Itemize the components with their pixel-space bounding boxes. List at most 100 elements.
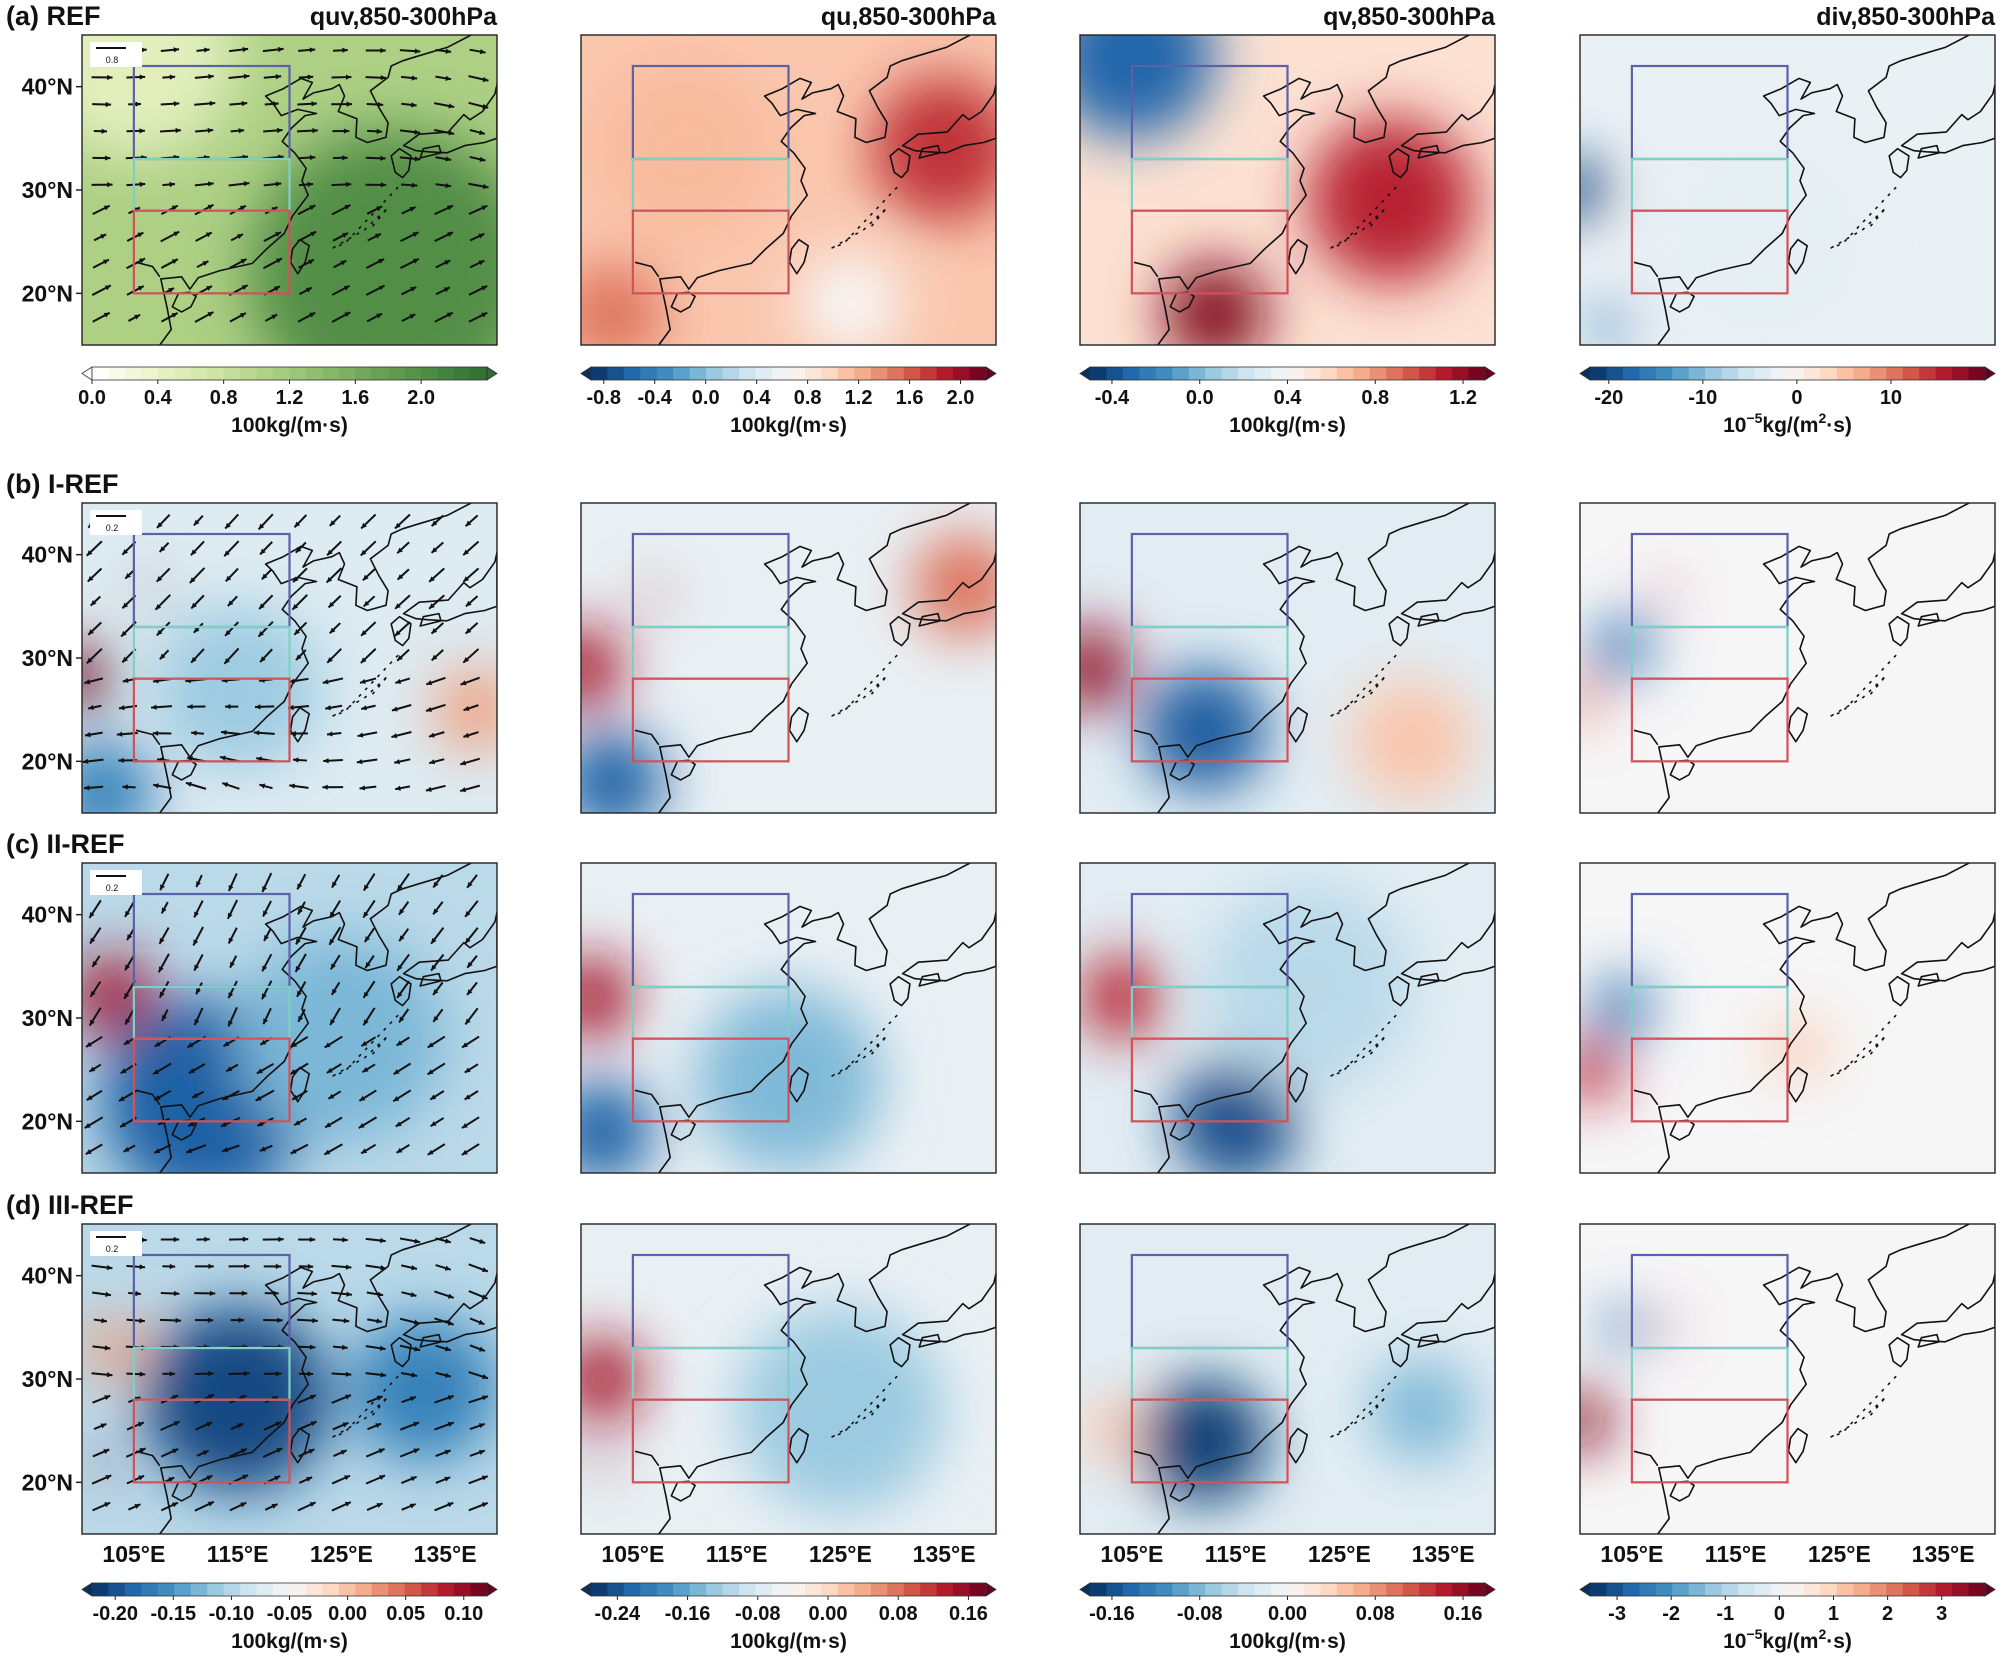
vector-key-label: 0.2 [106, 883, 119, 893]
vector-head [228, 937, 234, 944]
field-anomaly [1590, 976, 1653, 1039]
colorbar-label: 100kg/(m·s) [231, 414, 348, 437]
vector-head [240, 1395, 247, 1401]
vector-head [361, 705, 367, 711]
vector-head [244, 1370, 250, 1377]
colorbar-segment [1090, 1583, 1107, 1596]
colorbar-segment [1754, 367, 1772, 380]
colorbar-segment [223, 367, 241, 380]
vector-head [122, 602, 129, 609]
lon-tick-label: 105°E [1100, 1541, 1163, 1567]
colorbar-segment [1853, 367, 1871, 380]
vector-head [380, 1265, 387, 1271]
colorbar-tick-label: 2 [1882, 1603, 1893, 1625]
colorbar-segment [903, 1583, 921, 1596]
vector-head [345, 1371, 352, 1377]
colorbar-segment [404, 367, 422, 380]
vector-head [207, 1501, 214, 1507]
vector-head [243, 181, 250, 187]
vector-head [309, 1344, 316, 1350]
vector-head [171, 205, 178, 211]
vector-head [256, 1068, 263, 1074]
field-anomaly [82, 647, 114, 710]
vector-head [365, 962, 371, 968]
vector-head [427, 1069, 434, 1075]
vector-head [411, 75, 418, 81]
vector-head [138, 1475, 145, 1481]
vector-head [396, 1040, 403, 1046]
vector-head [160, 884, 165, 891]
lat-tick-label: 30°N [22, 645, 73, 671]
field-anomaly [1142, 1379, 1267, 1503]
field-anomaly [82, 740, 155, 813]
column-title: qu,850-300hPa [821, 3, 997, 31]
vector-head [346, 101, 353, 107]
vector-head [206, 285, 213, 291]
colorbar-segment [1886, 367, 1904, 380]
vector-key-label: 0.2 [106, 1244, 119, 1254]
colorbar-segment [739, 367, 757, 380]
vector-head [173, 231, 180, 237]
colorbar-segment [607, 367, 625, 380]
vector-head [296, 938, 301, 945]
colorbar-tick-label: 1.6 [341, 387, 369, 409]
lat-tick-label: 40°N [22, 1263, 73, 1289]
colorbar-segment [1369, 1583, 1387, 1596]
vector-head [139, 1318, 145, 1324]
colorbar-tick-label: 1.2 [1449, 387, 1477, 409]
vector-head [255, 1095, 262, 1101]
colorbar-tick-label: -10 [1688, 387, 1717, 409]
lon-tick-label: 115°E [706, 1541, 768, 1567]
colorbar-tick-label: 1 [1828, 1603, 1839, 1625]
vector-head [328, 1093, 335, 1099]
vector-head [106, 1372, 113, 1378]
vector-head [208, 1394, 215, 1400]
vector-head [378, 258, 385, 264]
colorbar-segment [1271, 1583, 1288, 1596]
vector-head [361, 1148, 368, 1154]
vector-head [207, 1317, 214, 1323]
lon-tick-label: 105°E [1600, 1541, 1663, 1567]
vector-head [395, 678, 402, 684]
vector-head [481, 1267, 488, 1273]
vector-head [342, 155, 348, 161]
vector-head [325, 705, 331, 711]
vector-head [123, 1146, 130, 1152]
colorbar-segment [1639, 1583, 1657, 1596]
vector-head [396, 1147, 403, 1153]
panel-frame [1079, 34, 1496, 346]
vector-head [171, 1502, 178, 1508]
colorbars: 0.0 0.4 0.8 1.2 1.6 2.0 100kg/(m·s) -0.8 -0.4 0.0… [78, 366, 1996, 1653]
lon-tick-label: 135°E [913, 1541, 976, 1567]
vector-head [342, 47, 348, 53]
colorbar-segment [1336, 367, 1354, 380]
colorbar-segment [1205, 1583, 1223, 1596]
colorbar-segment [190, 367, 208, 380]
vector-head [238, 128, 245, 134]
lon-tick-label: 105°E [102, 1541, 165, 1567]
vector-head [105, 1291, 111, 1297]
vector-head [428, 732, 435, 738]
vector-head [107, 74, 113, 81]
colorbar-segment [1386, 367, 1404, 380]
vector-head [206, 1475, 213, 1481]
vector-head [310, 231, 317, 237]
vector-head [172, 1395, 179, 1401]
field-anomaly [1590, 303, 1632, 345]
colorbar-segment [1836, 1583, 1854, 1596]
colorbar-tick-label: 0.08 [879, 1603, 918, 1625]
vector-head [238, 1317, 245, 1323]
colorbar-segment [207, 1583, 225, 1596]
colorbar-segment [591, 367, 608, 380]
colorbar-segment [1771, 1583, 1788, 1596]
field-anomaly [82, 1317, 145, 1379]
colorbar-segment [1622, 1583, 1640, 1596]
vector-head [141, 47, 147, 53]
colorbar-label: 10−5kg/(m2·s) [1723, 410, 1852, 437]
vector-head [444, 1238, 451, 1244]
vector-head [361, 630, 367, 636]
colorbar-segment [141, 1583, 159, 1596]
panel-ii-ref-qv [1079, 862, 1496, 1174]
vector-head [344, 312, 351, 318]
colorbar-tick-label: 0.10 [444, 1603, 483, 1625]
